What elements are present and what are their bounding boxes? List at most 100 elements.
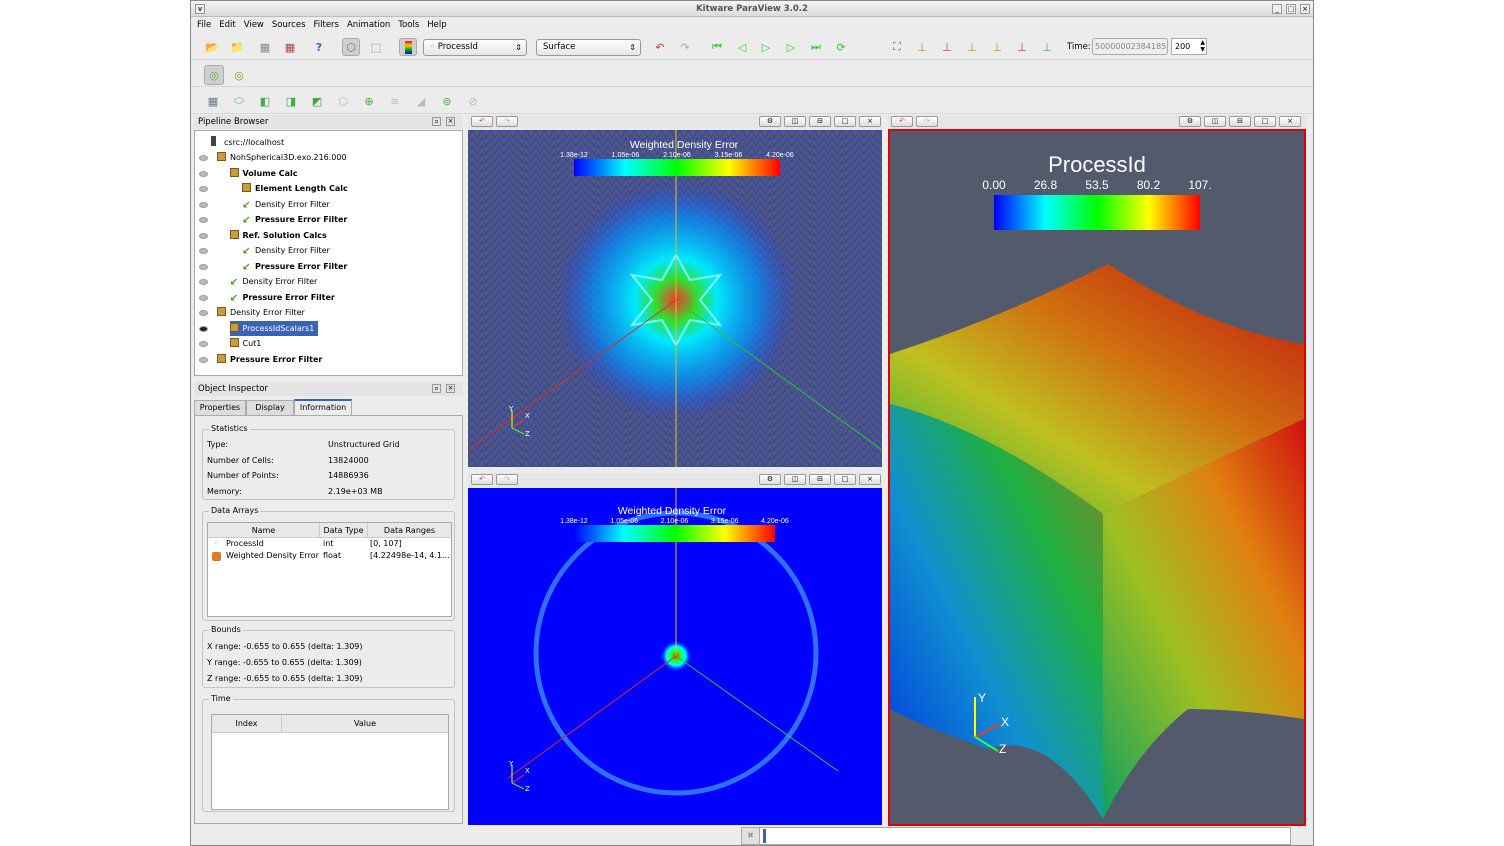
loop-icon[interactable]: ⟳ — [836, 40, 846, 54]
pipeline-item[interactable]: ↙ Pressure Error Filter — [230, 290, 335, 305]
view-undo-camera-icon[interactable]: ↶ — [471, 116, 493, 127]
representation-dropdown[interactable]: Surface ⇕ — [536, 39, 641, 56]
tab-information[interactable]: Information — [294, 399, 352, 416]
stream-tracer-icon[interactable]: ≋ — [390, 94, 400, 108]
close-panel-icon[interactable]: × — [446, 117, 455, 126]
close-view-icon[interactable]: × — [859, 116, 881, 127]
maximize-view-icon[interactable]: □ — [834, 116, 856, 127]
view-settings-icon[interactable]: ⚙ — [759, 474, 781, 485]
visibility-eye-icon[interactable] — [199, 325, 208, 332]
disconnect-icon[interactable]: ▦ — [284, 40, 296, 54]
visibility-eye-icon[interactable] — [199, 356, 208, 363]
extract-level-icon[interactable]: ⊘ — [468, 94, 478, 108]
visibility-eye-icon[interactable] — [199, 170, 208, 177]
undock-icon[interactable]: ▫ — [432, 384, 441, 393]
tab-properties[interactable]: Properties — [194, 400, 246, 416]
close-panel-icon[interactable]: × — [446, 384, 455, 393]
load-state-icon[interactable]: 📁 — [230, 40, 244, 54]
undock-icon[interactable]: ▫ — [432, 117, 441, 126]
group-datasets-icon[interactable]: ⊚ — [442, 94, 452, 108]
glyph-icon[interactable]: ⊕ — [364, 94, 374, 108]
view-minus-y-icon[interactable]: ⊥ — [992, 40, 1002, 54]
clip-icon[interactable]: ◧ — [259, 94, 271, 108]
play-icon[interactable]: ▷ — [761, 40, 771, 54]
render-view-bottom-left[interactable]: Weighted Density Error 1.38e-12 1.05e-06 2… — [468, 488, 882, 825]
slice-icon[interactable]: ◨ — [285, 94, 297, 108]
visibility-eye-icon[interactable] — [199, 294, 208, 301]
abort-icon[interactable]: ✖ — [742, 828, 760, 844]
maximize-view-icon[interactable]: □ — [1254, 116, 1276, 127]
tab-display[interactable]: Display — [246, 400, 294, 416]
maximize-view-icon[interactable]: □ — [834, 474, 856, 485]
visibility-eye-icon[interactable] — [199, 248, 208, 254]
pipeline-item[interactable]: Density Error Filter — [217, 305, 305, 320]
color-map-icon[interactable] — [399, 38, 417, 56]
pipeline-item[interactable]: ProcessIdScalars1 — [229, 320, 319, 336]
open-file-icon[interactable]: 📂 — [205, 40, 219, 54]
reset-camera-icon[interactable]: ⛶ — [893, 40, 901, 53]
close-button[interactable]: × — [1300, 4, 1310, 14]
visibility-eye-icon[interactable] — [199, 217, 208, 223]
server-item[interactable]: csrc://localhost — [211, 135, 284, 150]
contour-icon[interactable]: ⬭ — [234, 94, 244, 107]
pipeline-item[interactable]: ↙ Pressure Error Filter — [242, 259, 347, 274]
previous-frame-icon[interactable]: ◁ — [737, 40, 747, 54]
pipeline-item[interactable]: ↙ Density Error Filter — [242, 243, 330, 258]
center-rotation-icon[interactable]: ◎ — [204, 65, 224, 85]
pipeline-item[interactable]: NohSpherical3D.exo.216.000 — [217, 150, 347, 165]
view-minus-z-icon[interactable]: ⊥ — [1042, 40, 1052, 54]
view-plus-y-icon[interactable]: ⊥ — [967, 40, 977, 54]
color-by-dropdown[interactable]: ◦ ProcessId ⇕ — [423, 39, 527, 56]
view-settings-icon[interactable]: ⚙ — [759, 116, 781, 127]
split-vertical-icon[interactable]: ⊟ — [809, 116, 831, 127]
menu-animation[interactable]: Animation — [346, 20, 391, 30]
view-redo-camera-icon[interactable]: ↷ — [496, 474, 518, 485]
warp-icon[interactable]: ◢ — [416, 94, 426, 108]
pipeline-item[interactable]: ↙ Density Error Filter — [230, 274, 318, 289]
last-frame-icon[interactable]: ⏭ — [811, 40, 821, 53]
connect-icon[interactable]: ▦ — [259, 40, 271, 54]
redo-icon[interactable]: ↷ — [680, 40, 690, 54]
column-header-index[interactable]: Index — [212, 715, 282, 733]
select-region-icon[interactable]: ⬚ — [370, 40, 382, 54]
split-horizontal-icon[interactable]: ◫ — [784, 116, 806, 127]
column-header-value[interactable]: Value — [354, 719, 376, 728]
render-view-top-left[interactable]: Weighted Density Error 1.38e-12 1.05e-06 2… — [468, 130, 882, 467]
first-frame-icon[interactable]: ⏮ — [712, 40, 722, 53]
interact-mode-icon[interactable]: ⬡ — [342, 38, 360, 56]
visibility-eye-icon[interactable] — [199, 232, 208, 239]
time-step-spinbox[interactable]: 200 ▲ ▼ — [1171, 38, 1207, 55]
view-redo-camera-icon[interactable]: ↷ — [496, 116, 518, 127]
pipeline-item[interactable]: Element Length Calc — [242, 181, 348, 196]
view-minus-x-icon[interactable]: ⊥ — [942, 40, 952, 54]
menu-tools[interactable]: Tools — [398, 20, 420, 30]
close-view-icon[interactable]: × — [1279, 116, 1301, 127]
next-frame-icon[interactable]: ▷ — [786, 40, 796, 54]
visibility-eye-icon[interactable] — [199, 279, 208, 285]
view-settings-icon[interactable]: ⚙ — [1179, 116, 1201, 127]
visibility-eye-icon[interactable] — [199, 201, 208, 208]
menu-edit[interactable]: Edit — [219, 20, 236, 30]
split-vertical-icon[interactable]: ⊟ — [1229, 116, 1251, 127]
maximize-button[interactable]: □ — [1286, 4, 1296, 14]
table-row[interactable]: ◦ ProcessId int [0, 107] — [208, 539, 451, 551]
window-menu-button[interactable]: v — [195, 4, 205, 14]
view-plus-z-icon[interactable]: ⊥ — [1017, 40, 1027, 54]
visibility-eye-icon[interactable] — [199, 263, 208, 270]
spin-arrows-icon[interactable]: ▲ ▼ — [1200, 39, 1205, 53]
pipeline-item[interactable]: ↙ Density Error Filter — [242, 197, 330, 212]
column-header-name[interactable]: Name — [208, 523, 320, 538]
view-undo-camera-icon[interactable]: ↶ — [891, 116, 913, 127]
menu-file[interactable]: File — [197, 20, 212, 30]
calculator-icon[interactable]: ▦ — [207, 94, 219, 108]
split-horizontal-icon[interactable]: ◫ — [1204, 116, 1226, 127]
extract-subset-icon[interactable]: ⬡ — [338, 94, 348, 108]
menu-view[interactable]: View — [243, 20, 264, 30]
pipeline-item[interactable]: Volume Calc — [229, 166, 298, 181]
help-icon[interactable]: ? — [315, 40, 323, 54]
render-view-right[interactable]: ProcessId 0.00 26.8 53.5 80.2 107. Y XZ — [888, 129, 1306, 826]
split-vertical-icon[interactable]: ⊟ — [809, 474, 831, 485]
menu-sources[interactable]: Sources — [271, 20, 306, 30]
close-view-icon[interactable]: × — [859, 474, 881, 485]
table-row[interactable]: Weighted Density Error float [4.22498e-1… — [208, 551, 451, 563]
